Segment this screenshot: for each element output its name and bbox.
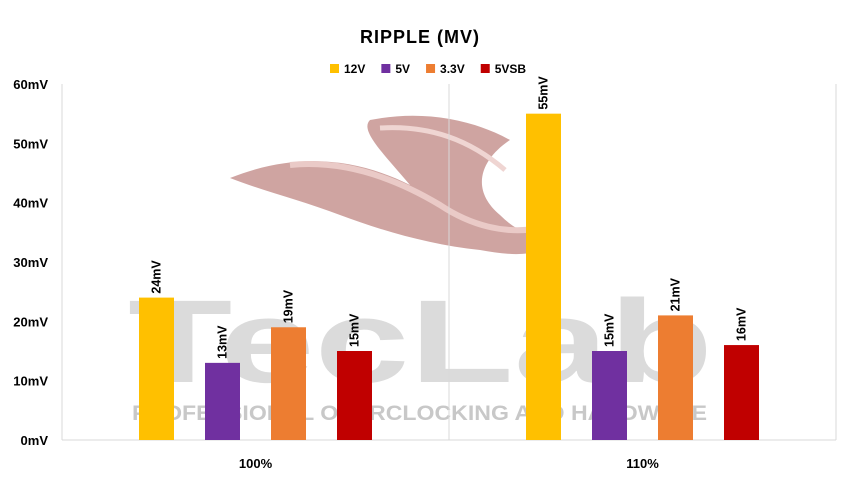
legend-swatch [330,64,339,73]
y-tick-label: 40mV [13,196,48,211]
data-label: 21mV [669,277,683,311]
legend-swatch [381,64,391,73]
y-tick-label: 0mV [21,433,49,448]
y-tick-label: 20mV [13,314,48,329]
y-tick-label: 60mV [13,77,48,92]
y-tick-label: 30mV [13,255,48,270]
data-label: 24mV [150,260,164,294]
bars [139,113,759,441]
bar-33v-110pct [658,315,693,440]
bar-5vsb-100pct [337,351,372,440]
data-label: 16mV [735,307,749,341]
legend-label: 3.3V [440,62,465,76]
data-label: 19mV [282,289,296,323]
bar-12v-100pct [139,297,174,440]
axes: 0mV 10mV 20mV 30mV 40mV 50mV 60mV 100% 110% [13,77,837,471]
legend-swatch [426,64,436,73]
legend: 12V 5V 3.3V 5VSB [330,62,526,76]
x-category-label: 110% [626,456,659,471]
watermark-flame [230,115,560,255]
x-category-label: 100% [239,456,273,471]
data-label: 13mV [216,325,230,359]
chart-title: RIPPLE (MV) [360,27,480,47]
legend-swatch [480,64,490,73]
data-label: 15mV [603,313,617,347]
bar-5v-100pct [205,362,240,440]
bar-12v-110pct [526,113,561,441]
bar-5v-110pct [592,351,627,440]
data-label: 55mV [537,76,551,110]
legend-label: 5VSB [495,62,527,76]
legend-label: 12V [344,62,365,76]
bar-33v-100pct [271,327,306,440]
data-label: 15mV [348,313,362,347]
bar-5vsb-110pct [724,345,759,440]
legend-label: 5V [395,62,410,76]
y-tick-label: 50mV [13,136,48,151]
y-tick-label: 10mV [13,374,48,389]
data-labels: 24mV 13mV 19mV 15mV 55mV 15mV 21mV 16mV [150,76,749,359]
